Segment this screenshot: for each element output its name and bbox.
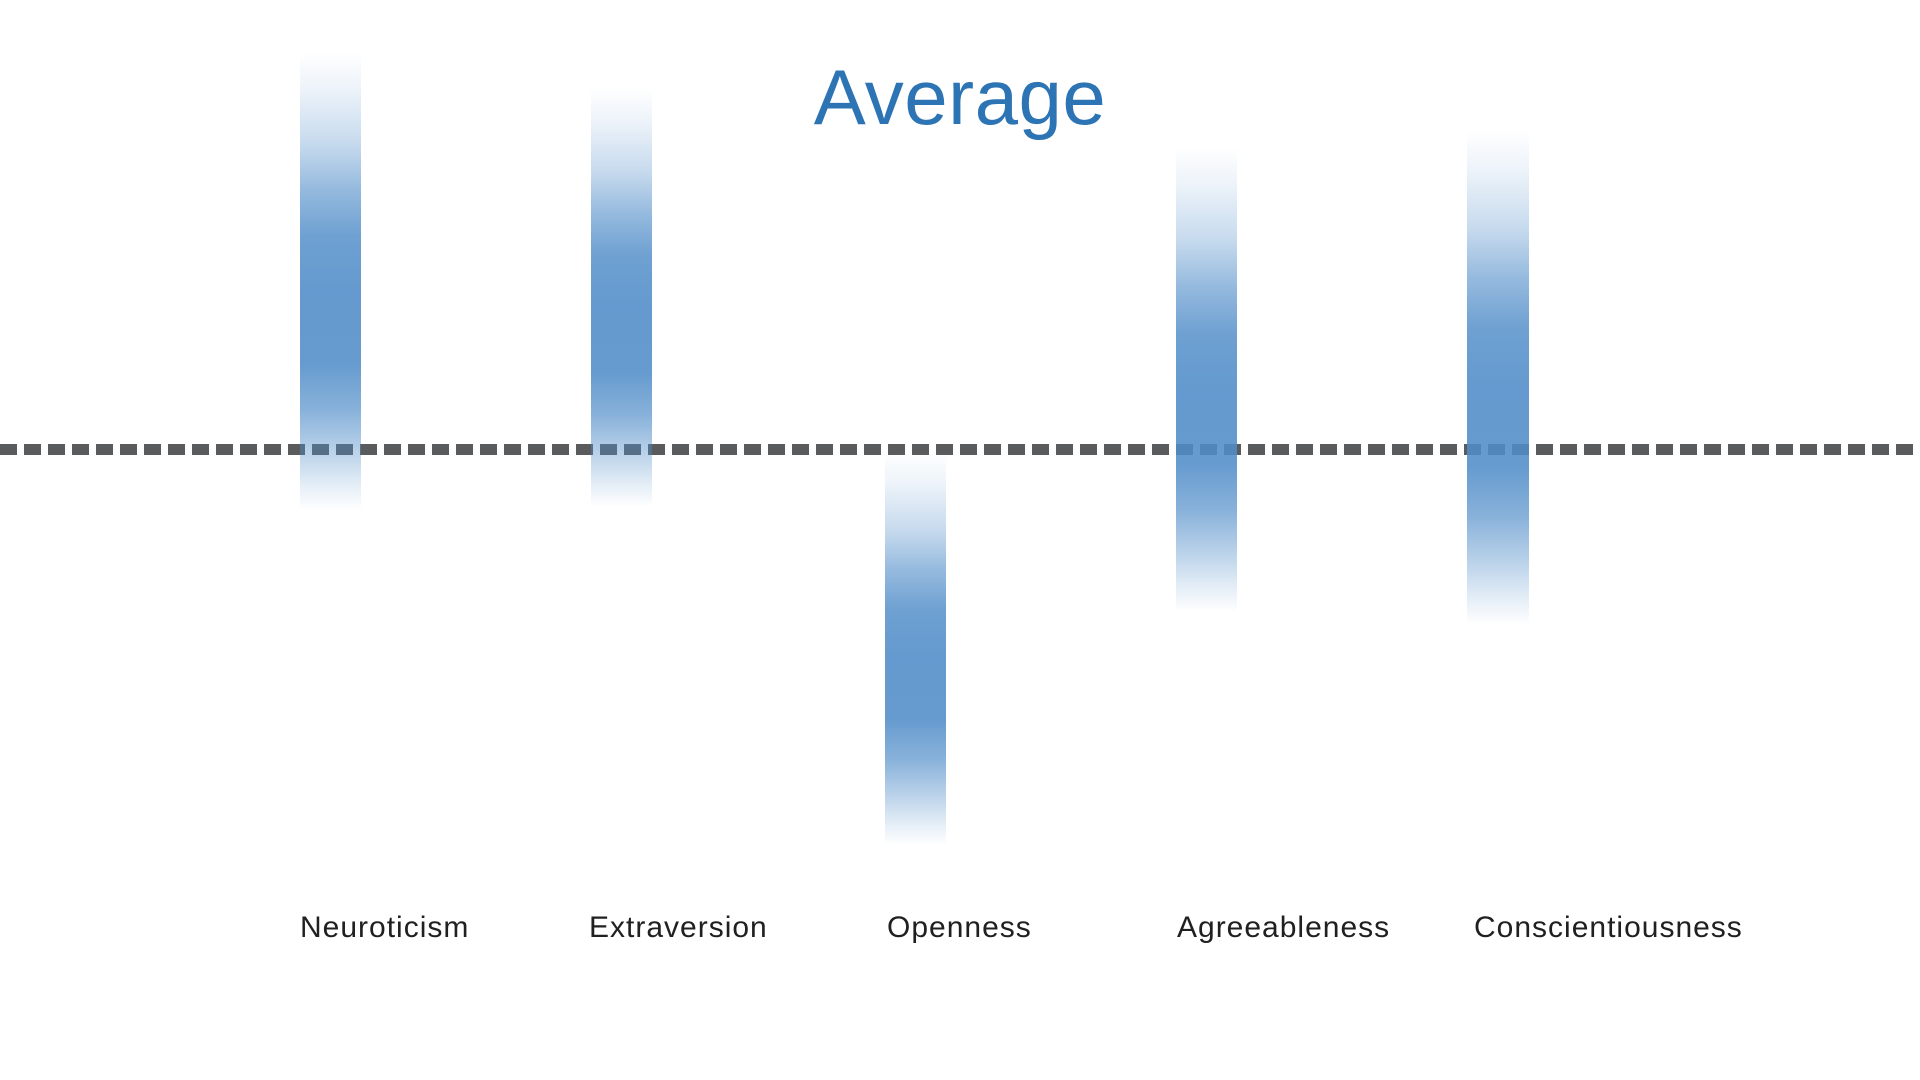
trait-bar-agreeableness: [1176, 147, 1237, 612]
trait-bar-neuroticism: [300, 52, 361, 510]
average-baseline-dashed-line: [0, 444, 1920, 455]
category-label-agreeableness: Agreeableness: [1177, 911, 1391, 944]
trait-bar-conscientiousness: [1467, 130, 1529, 625]
category-label-openness: Openness: [887, 911, 1032, 944]
category-label-conscientiousness: Conscientiousness: [1474, 911, 1743, 944]
trait-bar-extraversion: [591, 88, 652, 507]
category-label-neuroticism: Neuroticism: [300, 911, 470, 944]
trait-bar-openness: [885, 452, 946, 845]
category-label-extraversion: Extraversion: [589, 911, 768, 944]
chart-title: Average: [813, 53, 1107, 141]
